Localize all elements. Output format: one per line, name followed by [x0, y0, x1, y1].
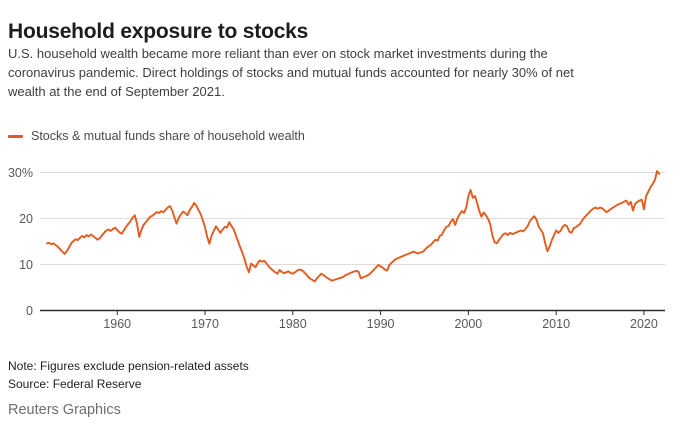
description-line-1: U.S. household wealth became more relian…: [8, 46, 548, 61]
stocks-share-line: [46, 170, 661, 283]
description-line-3: wealth at the end of September 2021.: [8, 84, 225, 99]
y-axis-label-0: 0: [26, 304, 33, 318]
x-axis-label-2000: 2000: [454, 317, 482, 331]
x-axis-label-1970: 1970: [191, 317, 219, 331]
y-axis-label-10: 10: [19, 258, 33, 272]
page-title: Household exposure to stocks: [8, 20, 309, 44]
x-axis-label-2020: 2020: [630, 317, 658, 331]
chart-description: U.S. household wealth became more relian…: [8, 44, 574, 101]
legend-line-swatch-icon: [8, 134, 23, 138]
y-axis-label-30: 30%: [8, 166, 33, 180]
x-axis-label-1990: 1990: [367, 317, 395, 331]
legend-series-label: Stocks & mutual funds share of household…: [31, 129, 305, 143]
source-text: Source: Federal Reserve: [8, 377, 142, 391]
description-line-2: coronavirus pandemic. Direct holdings of…: [8, 65, 574, 80]
line-chart-svg: 0 10 20 30% 1960 1970 1980 1990 2000 2010 2020: [8, 166, 665, 331]
line-chart: 0 10 20 30% 1960 1970 1980 1990 2000 2010 2020: [0, 160, 680, 345]
x-axis-label-2010: 2010: [542, 317, 570, 331]
reuters-graphics-credit: Reuters Graphics: [8, 402, 121, 418]
chart-footnotes: Note: Figures exclude pension-related as…: [8, 357, 249, 393]
chart-legend: Stocks & mutual funds share of household…: [8, 129, 305, 143]
x-axis-label-1960: 1960: [103, 317, 131, 331]
y-axis-label-20: 20: [19, 212, 33, 226]
note-text: Note: Figures exclude pension-related as…: [8, 359, 249, 373]
x-axis-label-1980: 1980: [279, 317, 307, 331]
